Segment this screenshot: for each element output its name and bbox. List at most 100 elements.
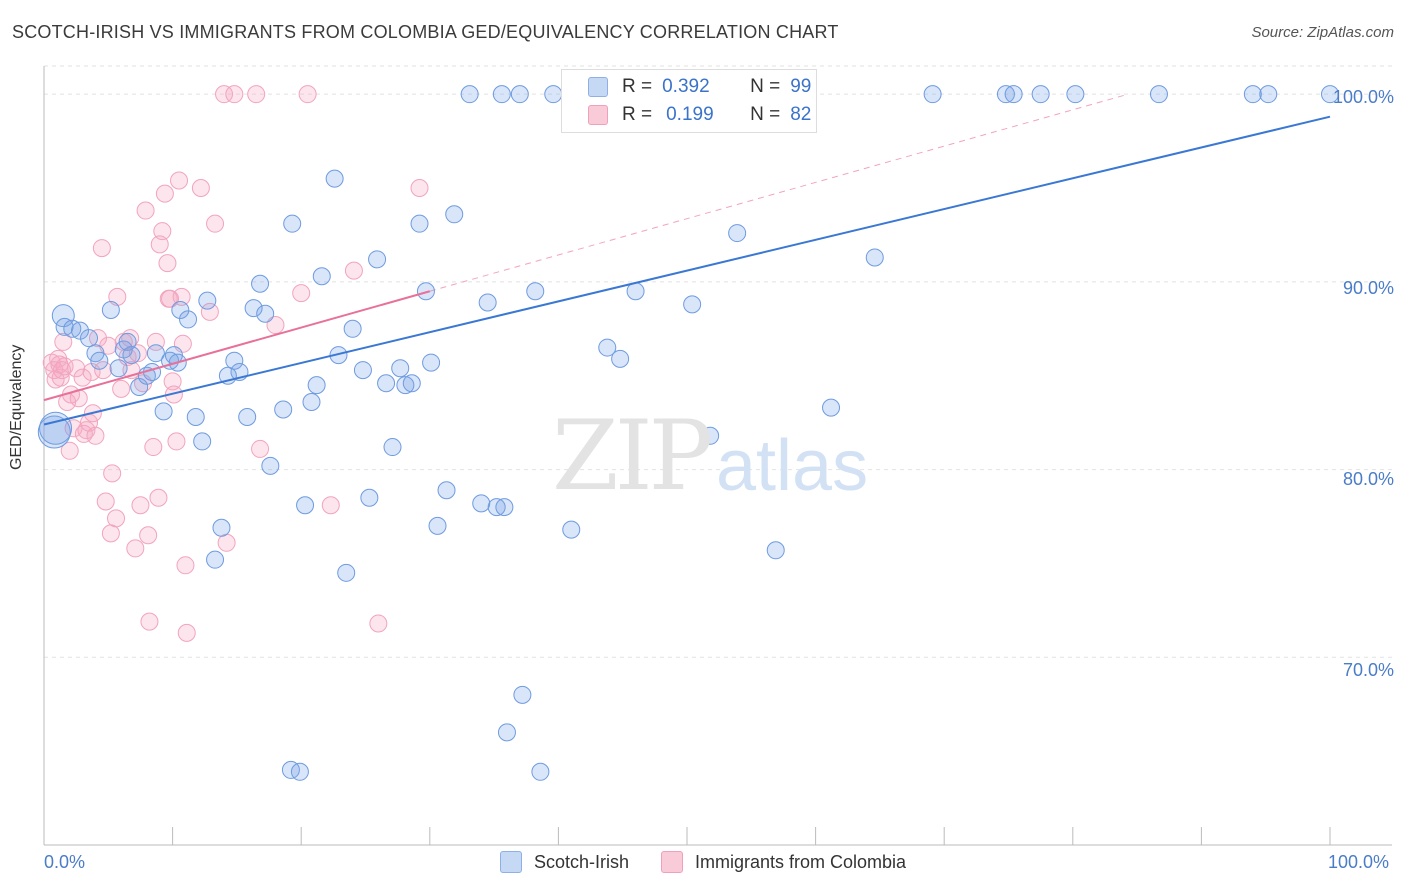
legend-swatch-pink (660, 851, 683, 873)
data-point-colombia (217, 533, 236, 552)
series-legend: Scotch-Irish Immigrants from Colombia (0, 851, 1406, 873)
data-point-scotch-irish (80, 329, 99, 348)
legend-n-label: N = (750, 76, 781, 97)
data-point-scotch-irish (611, 349, 630, 368)
data-point-colombia (77, 421, 96, 440)
data-point-scotch-irish (212, 518, 231, 537)
data-point-colombia (158, 254, 177, 273)
data-point-scotch-irish (513, 685, 532, 704)
data-point-colombia (128, 344, 147, 363)
data-point-colombia (144, 438, 163, 457)
data-point-colombia (163, 372, 182, 391)
watermark-zip: ZIP (552, 400, 713, 512)
data-point-colombia (94, 361, 113, 380)
data-point-colombia (49, 349, 68, 368)
data-point-colombia (369, 614, 388, 633)
legend-r-label: R = (622, 76, 653, 97)
data-point-scotch-irish (544, 85, 563, 104)
legend-item-colombia[interactable]: Immigrants from Colombia (660, 851, 907, 873)
data-point-scotch-irish (1321, 85, 1339, 104)
data-point-colombia (206, 214, 225, 233)
data-point-colombia (108, 287, 127, 306)
data-point-scotch-irish (822, 398, 841, 417)
data-point-scotch-irish (437, 481, 456, 500)
data-point-scotch-irish (478, 293, 497, 312)
data-point-colombia (172, 287, 191, 306)
data-point-scotch-irish (402, 374, 421, 393)
stats-legend: R = 0.392 N = 99 R = 0.199 N = 82 (561, 69, 817, 133)
legend-label: Immigrants from Colombia (694, 851, 907, 872)
data-point-colombia (73, 368, 92, 387)
data-point-colombia (292, 284, 311, 303)
data-point-scotch-irish (865, 248, 884, 267)
data-point-colombia (54, 332, 73, 351)
data-point-colombia (191, 179, 210, 198)
legend-n-value: 99 (790, 76, 812, 97)
data-point-colombia (112, 379, 131, 398)
data-point-colombia (344, 261, 363, 280)
data-point-scotch-irish (154, 402, 173, 421)
data-point-colombia (107, 509, 126, 528)
data-point-scotch-irish (343, 319, 362, 338)
y-tick-label: 80.0% (1342, 469, 1394, 489)
data-point-colombia (136, 201, 155, 220)
gridlines (44, 65, 1392, 658)
data-point-colombia (45, 361, 64, 380)
data-point-colombia (55, 357, 74, 376)
data-point-scotch-irish (410, 214, 429, 233)
data-point-scotch-irish (256, 304, 275, 323)
data-point-scotch-irish (495, 498, 514, 517)
legend-n-value: 82 (790, 104, 812, 125)
data-point-scotch-irish (1243, 85, 1262, 104)
data-point-colombia (200, 302, 219, 321)
data-point-scotch-irish (766, 541, 785, 560)
data-point-colombia (92, 239, 111, 258)
data-point-scotch-irish (460, 85, 479, 104)
legend-swatch-pink (588, 105, 608, 125)
data-point-scotch-irish (325, 169, 344, 188)
data-point-scotch-irish (179, 310, 198, 329)
data-point-colombia (321, 496, 340, 515)
data-point-scotch-irish (1259, 85, 1278, 104)
data-point-colombia (176, 556, 195, 575)
data-point-colombia (101, 524, 120, 543)
trend-line-scotch-irish (43, 115, 1331, 426)
legend-item-scotch-irish[interactable]: Scotch-Irish (499, 851, 629, 873)
data-point-scotch-irish (1149, 85, 1168, 104)
legend-swatch-blue (588, 77, 608, 97)
data-point-scotch-irish (1031, 85, 1050, 104)
x-tick-label: 100.0% (1328, 852, 1390, 872)
data-point-scotch-irish (206, 550, 225, 569)
data-point-scotch-irish (337, 563, 356, 582)
data-point-colombia (89, 329, 108, 348)
data-point-colombia (51, 368, 70, 387)
y-axis-label: GED/Equivalency (8, 344, 25, 470)
data-point-colombia (410, 179, 429, 198)
data-point-scotch-irish (90, 351, 109, 370)
legend-row-colombia: R = 0.199 N = 82 (562, 102, 811, 128)
data-point-colombia (149, 488, 168, 507)
legend-label: Scotch-Irish (533, 851, 629, 872)
x-tick-label: 0.0% (44, 852, 86, 872)
data-point-colombia (215, 85, 234, 104)
data-point-scotch-irish (122, 346, 141, 365)
data-point-scotch-irish (383, 438, 402, 457)
data-point-colombia (103, 464, 122, 483)
data-point-scotch-irish (487, 498, 506, 517)
data-point-scotch-irish (598, 338, 617, 357)
data-point-scotch-irish (923, 85, 942, 104)
data-point-scotch-irish (368, 250, 387, 269)
chart-title: SCOTCH-IRISH VS IMMIGRANTS FROM COLOMBIA… (12, 22, 839, 42)
data-point-scotch-irish (55, 317, 74, 336)
data-point-scotch-irish (391, 359, 410, 378)
data-point-colombia (131, 496, 150, 515)
trend-line-colombia (43, 290, 431, 402)
legend-n-label: N = (750, 104, 781, 125)
axes (43, 66, 1392, 846)
data-point-colombia (177, 623, 196, 642)
data-point-scotch-irish (193, 432, 212, 451)
data-point-scotch-irish (146, 344, 165, 363)
data-point-scotch-irish (353, 361, 372, 380)
data-point-colombia (266, 316, 285, 335)
